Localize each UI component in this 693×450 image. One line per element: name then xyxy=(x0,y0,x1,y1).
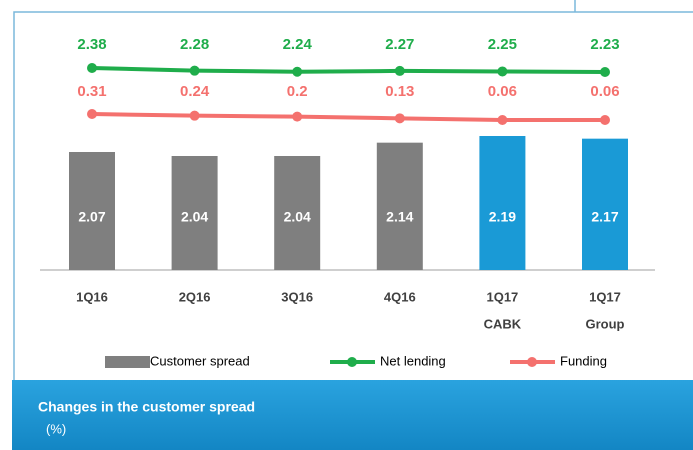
legend-label: Funding xyxy=(560,353,607,368)
subtitle: (%) xyxy=(46,421,66,436)
bar xyxy=(274,156,321,270)
data-label: 0.2 xyxy=(287,83,308,100)
x-tick-label: 1Q17 xyxy=(589,289,621,304)
marker xyxy=(394,65,405,76)
marker xyxy=(189,110,200,121)
x-tick-label: 1Q17 xyxy=(486,289,518,304)
x-tick-label: CABK xyxy=(484,316,522,331)
bar xyxy=(376,142,423,270)
data-label: 2.28 xyxy=(180,36,209,53)
legend-swatch xyxy=(347,357,357,367)
marker xyxy=(497,115,508,125)
bar xyxy=(171,156,218,270)
bar-label: 2.14 xyxy=(386,209,413,225)
data-label: 0.31 xyxy=(77,83,106,100)
footer-band xyxy=(12,380,693,450)
bar-label: 2.17 xyxy=(591,209,618,225)
x-tick-label: 3Q16 xyxy=(281,289,313,304)
marker xyxy=(189,65,200,76)
title: Changes in the customer spread xyxy=(38,399,255,415)
data-label: 2.27 xyxy=(385,36,414,53)
data-label: 2.25 xyxy=(488,36,517,53)
bar-label: 2.04 xyxy=(181,209,208,225)
marker xyxy=(394,113,405,124)
marker xyxy=(497,66,508,77)
data-label: 2.24 xyxy=(283,36,313,53)
data-label: 0.06 xyxy=(488,83,517,100)
data-label: 2.38 xyxy=(77,36,106,53)
data-label: 0.13 xyxy=(385,83,414,100)
bar xyxy=(582,138,628,270)
marker xyxy=(292,111,303,122)
marker xyxy=(600,67,610,77)
marker xyxy=(87,109,97,119)
line xyxy=(91,66,606,74)
legend-swatch xyxy=(105,356,150,368)
legend-label: Net lending xyxy=(380,353,446,368)
x-tick-label: 1Q16 xyxy=(76,289,108,304)
x-tick-label: Group xyxy=(586,316,625,331)
x-tick-label: 4Q16 xyxy=(384,289,416,304)
marker xyxy=(600,115,610,125)
legend-label: Customer spread xyxy=(150,353,250,368)
bar-label: 2.04 xyxy=(284,209,311,225)
bar-label: 2.07 xyxy=(78,209,105,225)
line xyxy=(91,112,605,122)
bar-label: 2.19 xyxy=(489,209,516,225)
data-label: 0.24 xyxy=(180,83,210,100)
data-label: 0.06 xyxy=(590,83,619,100)
data-label: 2.23 xyxy=(590,36,619,53)
marker xyxy=(292,66,303,77)
x-tick-label: 2Q16 xyxy=(179,289,211,304)
frame xyxy=(13,0,693,450)
marker xyxy=(87,63,97,73)
bar xyxy=(479,136,526,270)
bar xyxy=(69,152,115,270)
legend-swatch xyxy=(527,357,537,367)
